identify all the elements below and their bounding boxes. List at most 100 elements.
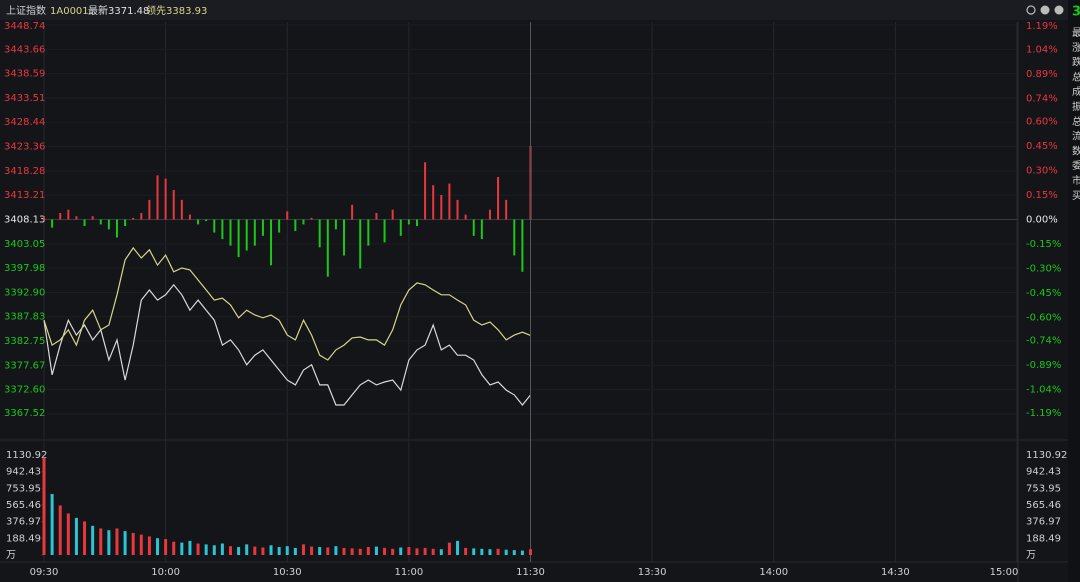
volume-bar (107, 530, 111, 555)
strength-bar (351, 204, 354, 220)
strength-bar (383, 219, 386, 243)
volume-tick-label: 376.97 (6, 517, 41, 528)
volume-bar (156, 538, 160, 555)
sidebar-label: 跌 (1072, 56, 1080, 69)
volume-bar (456, 540, 460, 555)
y2-tick-label: -0.60% (1026, 313, 1061, 324)
strength-bar (213, 219, 216, 233)
strength-bar (440, 194, 443, 220)
y2-tick-label: 0.45% (1026, 141, 1058, 152)
volume-bar (326, 547, 330, 555)
strength-bar (294, 219, 297, 231)
strength-bar (513, 219, 516, 256)
volume-bar (99, 528, 103, 555)
volume-bar (66, 513, 70, 555)
volume-bar (439, 549, 443, 555)
sidebar-label: 委 (1072, 159, 1080, 172)
x-tick-label: 09:30 (30, 567, 59, 578)
strength-bar (75, 216, 78, 220)
strength-bar (148, 199, 151, 220)
volume-bar (301, 544, 305, 555)
y-tick-label: 3377.67 (4, 360, 45, 371)
y-tick-label: 3448.74 (4, 21, 45, 32)
strength-bar (124, 219, 127, 227)
volume-bar (277, 547, 281, 555)
sidebar-label: 总 (1072, 115, 1080, 128)
strength-bar (415, 219, 418, 227)
volume-bar (139, 534, 143, 555)
strength-bar (343, 219, 346, 256)
x-tick-label: 15:00 (990, 567, 1019, 578)
strength-bar (375, 212, 378, 220)
volume-bar (415, 548, 419, 555)
y2-tick-label: -0.15% (1026, 239, 1061, 250)
strength-bar (367, 219, 370, 246)
strength-bar (326, 219, 329, 277)
x-tick-label: 14:00 (759, 567, 788, 578)
volume-bar (147, 536, 151, 555)
volume-bar (212, 545, 216, 555)
strength-bar (497, 177, 500, 220)
volume-bar (350, 548, 354, 555)
strength-bar (59, 212, 62, 220)
y-tick-label: 3413.21 (4, 190, 45, 201)
y2-tick-label: 1.04% (1026, 45, 1058, 56)
price-line (43, 283, 531, 406)
y-tick-label: 3443.66 (4, 44, 45, 55)
y-tick-label: 3438.59 (4, 69, 45, 80)
volume-bar (50, 493, 54, 555)
y-tick-label: 3372.60 (4, 385, 45, 396)
strength-bar (310, 217, 313, 220)
volume-tick-label: 753.95 (6, 483, 41, 494)
strength-bar (229, 219, 232, 246)
volume-bar (293, 547, 297, 555)
volume-bar (172, 541, 176, 555)
y2-tick-label: -0.30% (1026, 264, 1061, 275)
strength-bar (505, 199, 508, 220)
leading-price: 领先3383.93 (146, 4, 207, 17)
volume-bar (58, 505, 62, 555)
sidebar-label: 总 (1072, 70, 1080, 83)
volume-bar (480, 548, 484, 555)
volume-bar (269, 545, 273, 555)
strength-bar (456, 199, 459, 220)
volume-bar (228, 546, 232, 555)
volume-bar (464, 547, 468, 555)
volume-tick-label-right: 万 (1026, 550, 1036, 561)
y2-tick-label: -0.89% (1026, 360, 1061, 371)
volume-bar (74, 517, 78, 555)
strength-bar (521, 219, 524, 272)
volume-bar (431, 548, 435, 555)
volume-bar (253, 546, 257, 555)
volume-bar (496, 548, 500, 555)
y2-tick-label: 0.15% (1026, 190, 1058, 201)
strength-bar (83, 219, 86, 227)
volume-bar (123, 531, 127, 555)
volume-bar (83, 521, 87, 555)
volume-bar (407, 547, 411, 555)
volume-bar (220, 543, 224, 555)
header-bar (0, 0, 1068, 20)
y-tick-label: 3418.28 (4, 166, 45, 177)
y-tick-label: 3387.83 (4, 312, 45, 323)
volume-tick-label: 565.46 (6, 500, 41, 511)
strength-bar (334, 219, 337, 230)
refresh-button[interactable] (1026, 5, 1036, 15)
volume-bar (383, 547, 387, 555)
strength-bar (67, 209, 70, 220)
strength-bar (115, 219, 118, 238)
strength-bar (448, 183, 451, 220)
volume-bar (447, 542, 451, 555)
volume-tick-label: 万 (6, 550, 16, 561)
zoom-in-button[interactable] (1040, 5, 1050, 15)
strength-bar (302, 219, 305, 225)
sidebar-label: 数 (1072, 144, 1080, 157)
latest-price: 最新3371.48 (88, 4, 149, 17)
index-code: 1A0001 (50, 6, 89, 17)
sidebar-label: 流 (1072, 130, 1080, 143)
y2-tick-label: -0.45% (1026, 288, 1061, 299)
volume-tick-label-right: 188.49 (1026, 533, 1061, 544)
strength-bar (164, 178, 167, 220)
zoom-out-button[interactable] (1054, 5, 1064, 15)
